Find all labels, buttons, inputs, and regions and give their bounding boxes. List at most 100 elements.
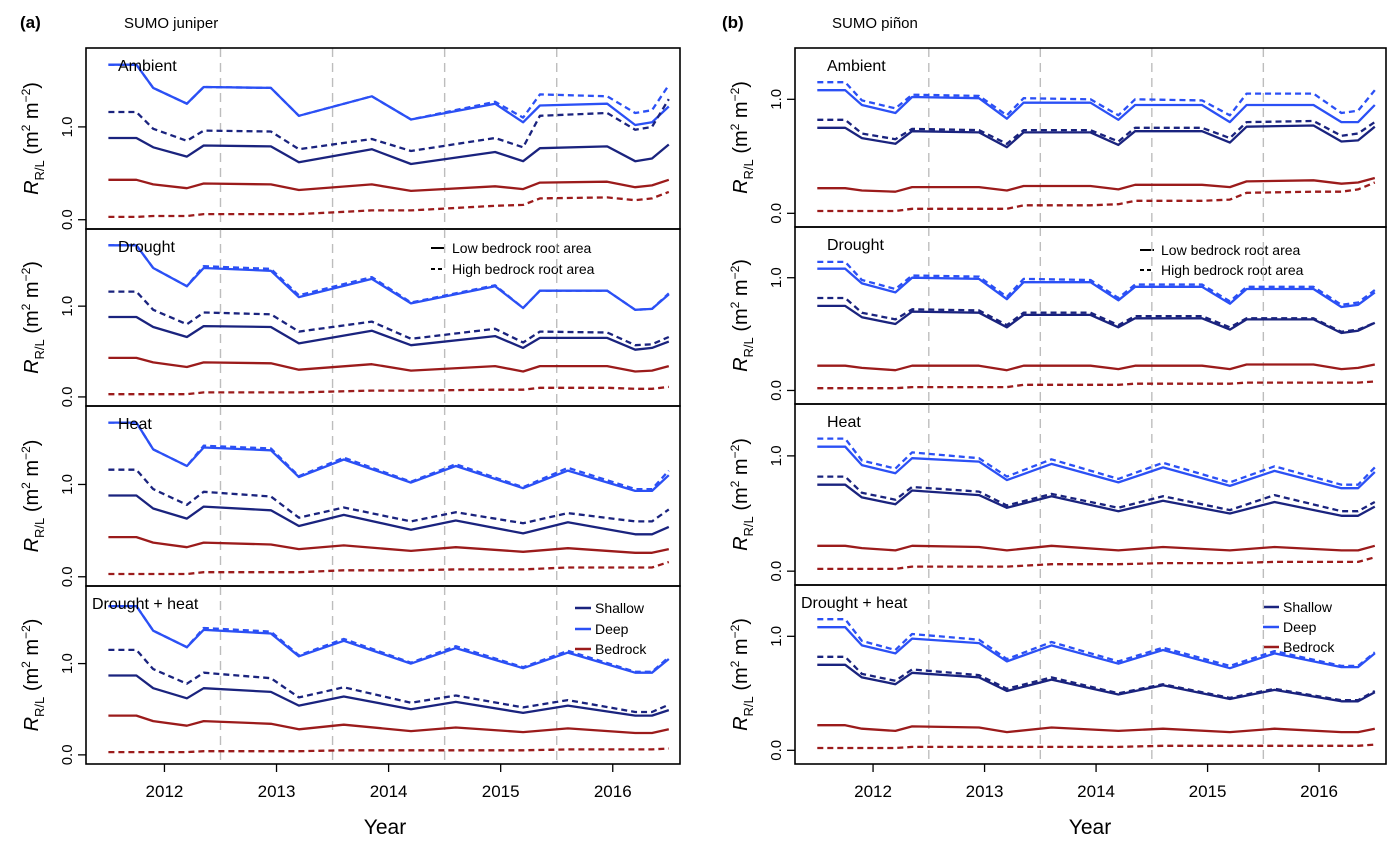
legend-label-low-bedrock: Low bedrock root area <box>452 240 592 256</box>
series-bedrock-dashed <box>108 385 669 396</box>
panel-label: Ambient <box>118 58 177 75</box>
y-tick-label: 1.0 <box>59 296 76 317</box>
y-axis-label: RR/L (m2 m−2) <box>728 438 756 551</box>
y-tick-label: 1.0 <box>59 653 76 674</box>
y-tick-label: 1.0 <box>768 626 785 647</box>
chart-juniper: 2012 2013 2014 2015 2016 Ambient 0.0 1.0 RR/L (m… <box>19 47 681 801</box>
legend-label-shallow: Shallow <box>595 600 645 616</box>
series-deep-dashed <box>817 437 1376 486</box>
x-tick-label: 2012 <box>146 782 184 801</box>
series-bedrock-solid <box>108 178 670 193</box>
y-tick-label: 0.0 <box>768 203 785 224</box>
series-shallow-dashed <box>817 475 1376 513</box>
legend-label-deep: Deep <box>1283 619 1317 635</box>
chart-pinon: 2012 2013 2014 2015 2016 Ambient 0.0 1.0 RR/L (m… <box>728 47 1387 801</box>
series-deep-dashed <box>108 63 670 121</box>
series-shallow-solid <box>108 674 670 717</box>
series-bedrock-dashed <box>817 743 1375 750</box>
legend-label-low-bedrock: Low bedrock root area <box>1161 242 1301 258</box>
panel-b-title: SUMO piñon <box>832 15 918 32</box>
series-shallow-dashed <box>108 98 670 153</box>
legend-label-high-bedrock: High bedrock root area <box>452 261 595 277</box>
x-axis-label-left: Year <box>364 816 406 839</box>
y-tick-label: 1.0 <box>59 474 76 495</box>
legend-label-deep: Deep <box>595 621 629 637</box>
series-shallow-solid <box>108 136 670 166</box>
y-axis-label: RR/L (m2 m−2) <box>19 440 47 553</box>
series-deep-dashed <box>817 260 1376 306</box>
legend-layers-left: Shallow Deep Bedrock <box>575 600 647 657</box>
panel-drought-heat: Drought + heat 0.0 1.0 RR/L (m2 m−2) <box>19 585 681 765</box>
series-bedrock-solid <box>817 544 1376 552</box>
panel-heat: Heat 0.0 1.0 RR/L (m2 m−2) <box>19 405 681 587</box>
series-shallow-dashed <box>817 296 1376 333</box>
x-tick-label: 2016 <box>594 782 632 801</box>
panel-frame <box>85 585 681 765</box>
panel-drought: Drought 0.0 1.0 RR/L (m2 m−2) <box>19 228 681 407</box>
series-bedrock-dashed <box>108 560 670 576</box>
series-bedrock-dashed <box>817 380 1375 390</box>
series-deep-dashed <box>817 81 1376 117</box>
series-bedrock-solid <box>817 176 1376 193</box>
plot-area: 2012 2013 2014 2015 2016 Ambient 0.0 1.0 RR/L (m… <box>19 47 1387 801</box>
panel-frame <box>794 584 1387 765</box>
series-deep-dashed <box>817 618 1376 668</box>
panel-a-title: SUMO juniper <box>124 15 218 32</box>
series-bedrock-solid <box>108 535 670 554</box>
series-bedrock-solid <box>817 724 1376 734</box>
series-deep-dashed <box>108 421 670 491</box>
series-bedrock-solid <box>817 363 1376 372</box>
legend-label-bedrock: Bedrock <box>595 641 647 657</box>
y-axis-label: RR/L (m2 m−2) <box>19 619 47 732</box>
series-shallow-dashed <box>817 655 1376 702</box>
x-tick-label: 2013 <box>258 782 296 801</box>
series-shallow-solid <box>817 304 1376 335</box>
series-shallow-dashed <box>108 290 670 347</box>
series-deep-solid <box>817 267 1376 309</box>
y-tick-label: 0.0 <box>768 380 785 401</box>
panel-label: Drought + heat <box>801 595 908 612</box>
panel-label: Drought <box>118 239 175 256</box>
series-deep-solid <box>817 89 1376 124</box>
panel-label: Drought <box>827 237 884 254</box>
series-shallow-solid <box>817 483 1376 517</box>
x-tick-label: 2012 <box>854 782 892 801</box>
y-tick-label: 1.0 <box>59 116 76 137</box>
panel-b-letter: (b) <box>722 13 744 32</box>
x-tick-label: 2015 <box>1189 782 1227 801</box>
legend-label-bedrock: Bedrock <box>1283 639 1335 655</box>
y-tick-label: 1.0 <box>768 267 785 288</box>
x-tick-label: 2015 <box>482 782 520 801</box>
series-bedrock-solid <box>108 714 670 735</box>
panel-label: Heat <box>118 416 152 433</box>
legend-root-area-right: Low bedrock root area High bedrock root … <box>1140 242 1304 278</box>
y-axis-label: RR/L (m2 m−2) <box>19 82 47 195</box>
panel-drought-heat: Drought + heat 0.0 1.0 RR/L (m2 m−2) <box>728 584 1387 765</box>
x-tick-label: 2013 <box>966 782 1004 801</box>
series-deep-dashed <box>108 244 670 311</box>
series-deep-dashed <box>108 604 670 673</box>
panel-label: Drought + heat <box>92 596 199 613</box>
y-tick-label: 0.0 <box>768 740 785 761</box>
y-axis-label: RR/L (m2 m−2) <box>19 261 47 374</box>
series-shallow-dashed <box>817 118 1376 145</box>
series-bedrock-dashed <box>817 556 1376 571</box>
series-shallow-solid <box>108 315 670 351</box>
series-deep-solid <box>817 445 1376 490</box>
y-axis-label: RR/L (m2 m−2) <box>728 618 756 731</box>
y-tick-label: 1.0 <box>768 89 785 110</box>
y-tick-label: 0.0 <box>59 386 76 407</box>
panel-a-letter: (a) <box>20 13 41 32</box>
series-shallow-dashed <box>108 468 670 525</box>
series-deep-solid <box>817 626 1376 670</box>
y-tick-label: 1.0 <box>768 445 785 466</box>
series-bedrock-dashed <box>108 190 670 219</box>
series-shallow-dashed <box>108 648 670 714</box>
panel-label: Ambient <box>827 58 886 75</box>
x-tick-label: 2016 <box>1300 782 1338 801</box>
panel-label: Heat <box>827 414 861 431</box>
x-tick-label: 2014 <box>370 782 408 801</box>
panel-drought: Drought 0.0 1.0 RR/L (m2 m−2) <box>728 226 1387 405</box>
